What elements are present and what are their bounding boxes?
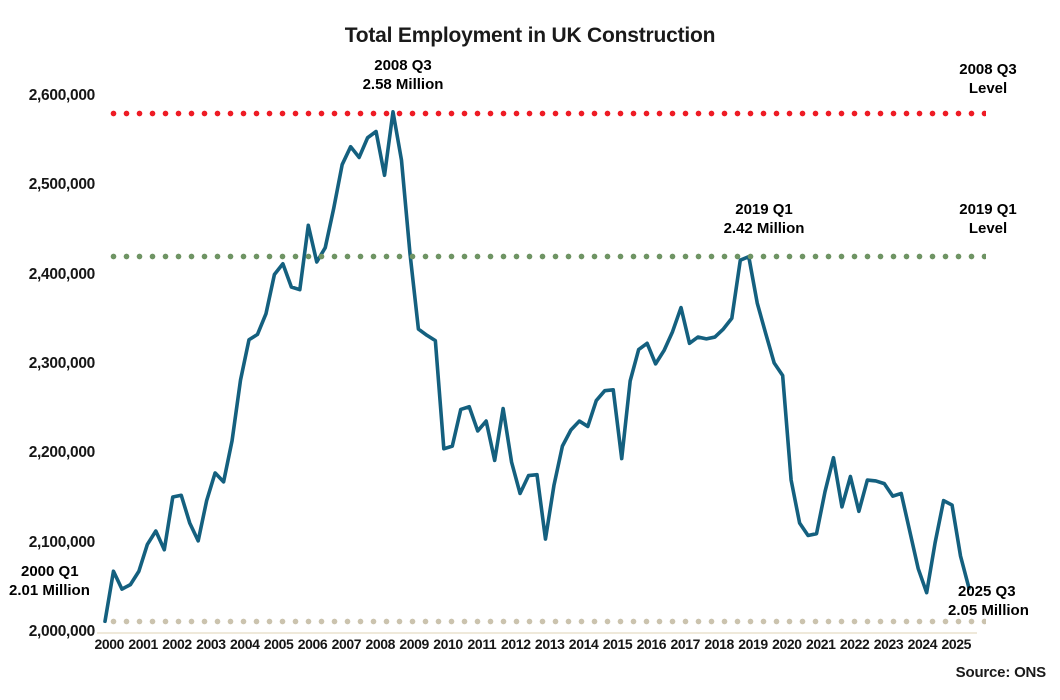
reference-line-2000-q1-level [110,617,986,625]
x-axis-tick-label: 2003 [196,636,226,652]
annotation-level-2008-right: 2008 Q3 Level [959,60,1017,98]
x-axis-tick-label: 2015 [602,636,633,652]
x-axis-tick-label: 2012 [501,636,531,652]
chart-title: Total Employment in UK Construction [344,24,716,47]
x-axis-tick-label: 2000 [94,636,125,652]
annotation-end-2025-line1: 2025 Q3 [958,583,1016,600]
x-axis-tick-label: 2019 [738,636,768,652]
y-axis: 2,000,000 2,100,000 2,200,000 2,300,000 2,40… [0,0,96,700]
annotation-peak-2008: 2008 Q3 2.58 Million [363,56,444,94]
x-axis-tick-label: 2023 [873,636,904,652]
source-note: Source: ONS [955,664,1047,681]
x-axis-tick-label: 2024 [907,636,938,652]
x-axis-tick-label: 2005 [263,636,294,652]
baseline-rule [97,632,977,634]
annotation-peak-2008-line1: 2008 Q3 [374,57,432,74]
annotation-peak-2019-line1: 2019 Q1 [735,201,793,218]
y-axis-tick-label: 2,600,000 [28,86,96,104]
x-axis-tick-label: 2025 [941,636,972,652]
annotation-start-2000-line1: 2000 Q1 [21,563,79,580]
x-axis-tick-label: 2014 [568,636,599,652]
x-axis-tick-label: 2018 [704,636,734,652]
annotation-peak-2019-line2: 2.42 Million [723,220,805,238]
x-axis-tick-label: 2017 [670,636,701,652]
y-axis-tick-label: 2,200,000 [28,444,96,462]
x-axis-tick-label: 2001 [128,636,158,652]
x-axis-tick-label: 2013 [534,636,565,652]
x-axis-tick-label: 2009 [399,636,429,652]
x-axis-tick-label: 2016 [636,636,667,652]
x-axis-tick-label: 2021 [805,636,836,652]
annotation-level-2019-right: 2019 Q1 Level [959,200,1017,238]
annotation-start-2000-line2: 2.01 Million [9,582,90,600]
reference-line-2008-q3-level [110,110,986,118]
series-line-chart [97,60,977,632]
annotation-level-2019-line2: Level [968,220,1008,238]
annotation-level-2008-line2: Level [968,80,1008,98]
y-axis-tick-label: 2,100,000 [28,533,96,551]
x-axis-tick-label: 2004 [229,636,260,652]
x-axis-tick-label: 2020 [772,636,802,652]
x-axis-tick-label: 2010 [433,636,463,652]
y-axis-tick-label: 2,000,000 [28,623,96,640]
x-axis-tick-label: 2006 [297,636,328,652]
annotation-end-2025: 2025 Q3 2.05 Million [948,582,1029,620]
y-axis-tick-label: 2,500,000 [28,176,96,194]
y-axis-tick-label: 2,300,000 [28,354,96,372]
annotation-level-2008-line1: 2008 Q3 [959,61,1017,78]
annotation-end-2025-line2: 2.05 Million [948,602,1029,620]
x-axis: 2000 2001 2002 2003 2004 2005 2006 2007 2008 2009… [94,636,977,662]
x-axis-tick-label: 2008 [365,636,396,652]
x-axis-tick-label: 2007 [331,636,362,652]
annotation-level-2019-line1: 2019 Q1 [959,201,1017,218]
y-axis-tick-label: 2,400,000 [28,265,96,283]
plot-area [97,60,977,632]
x-axis-tick-label: 2011 [467,636,497,652]
x-axis-tick-label: 2022 [839,636,870,652]
x-axis-tick-label: 2002 [162,636,192,652]
annotation-peak-2019: 2019 Q1 2.42 Million [724,200,805,238]
employment-series-line [105,112,969,621]
annotation-start-2000: 2000 Q1 2.01 Million [9,562,90,600]
reference-line-2019-q1-level [110,253,986,261]
annotation-peak-2008-line2: 2.58 Million [362,76,444,94]
